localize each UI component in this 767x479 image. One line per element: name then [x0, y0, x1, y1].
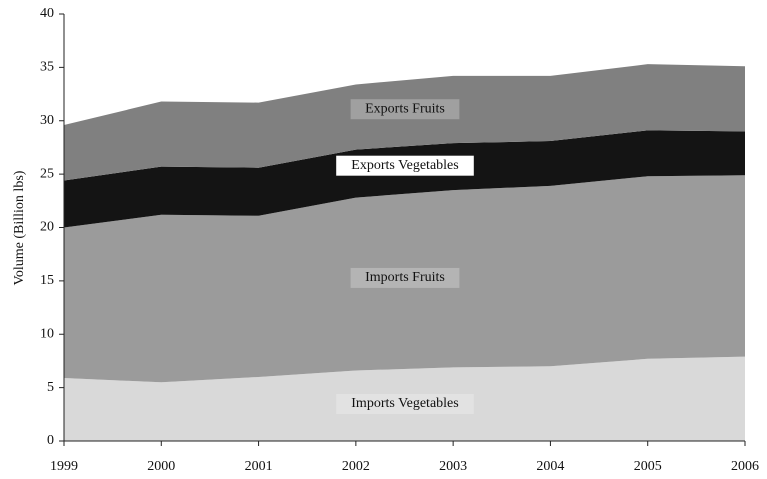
- area: [64, 356, 745, 441]
- x-tick-label: 2004: [536, 459, 564, 474]
- x-tick-label: 2006: [731, 459, 759, 474]
- area-label: Exports Fruits: [365, 101, 445, 116]
- y-axis-label: Volume (Billion lbs): [12, 170, 27, 285]
- y-tick-label: 40: [40, 6, 54, 21]
- x-tick-label: 1999: [50, 459, 78, 474]
- x-tick-label: 2005: [634, 459, 662, 474]
- y-tick-label: 30: [40, 113, 54, 128]
- y-tick-label: 35: [40, 60, 54, 75]
- label-background: [350, 267, 460, 288]
- label-background: [350, 99, 460, 120]
- area: [64, 175, 745, 383]
- area-label: Exports Vegetables: [351, 158, 458, 173]
- x-tick-label: 2000: [147, 459, 175, 474]
- y-tick-label: 0: [47, 433, 54, 448]
- label-background: [336, 155, 474, 176]
- y-tick-label: 15: [40, 273, 54, 288]
- y-tick-label: 10: [40, 326, 54, 341]
- x-tick-label: 2001: [245, 459, 273, 474]
- y-tick-label: 20: [40, 220, 54, 235]
- area-label: Imports Fruits: [365, 270, 445, 285]
- x-tick-label: 2002: [342, 459, 370, 474]
- label-background: [336, 394, 474, 415]
- y-tick-label: 5: [47, 380, 54, 395]
- area: [64, 64, 745, 181]
- area: [64, 130, 745, 228]
- area-label: Imports Vegetables: [351, 396, 458, 411]
- y-tick-label: 25: [40, 166, 54, 181]
- x-tick-label: 2003: [439, 459, 467, 474]
